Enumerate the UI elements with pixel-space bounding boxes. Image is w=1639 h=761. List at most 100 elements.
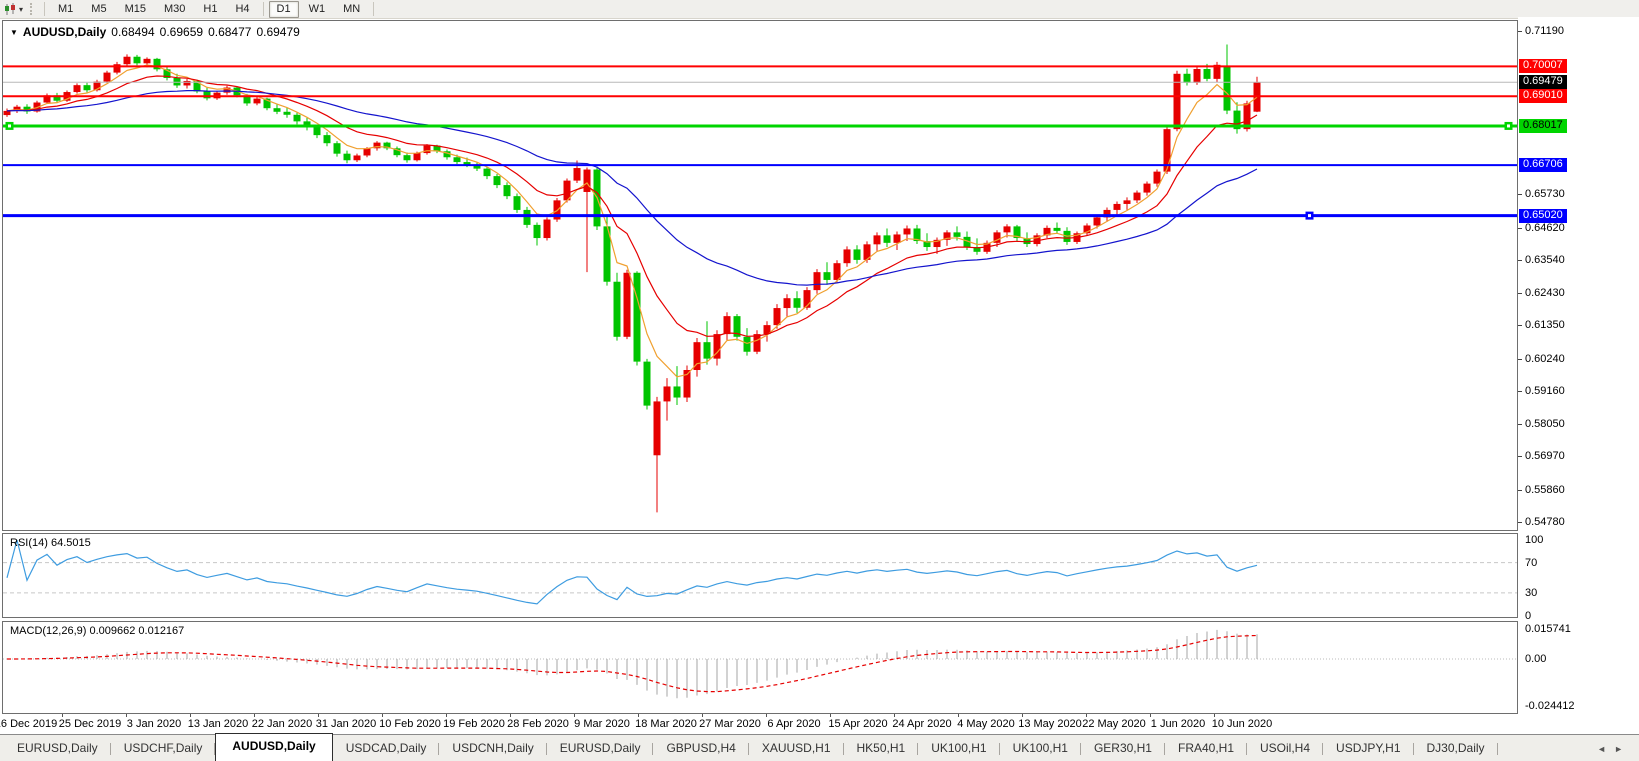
bull-candle xyxy=(903,228,911,235)
chart-tab-hk50-h1[interactable]: HK50,H1 xyxy=(844,737,919,761)
chart-tab-ger30-h1[interactable]: GER30,H1 xyxy=(1081,737,1166,761)
bear-candle xyxy=(853,249,861,260)
price-tick-label: 0.63540 xyxy=(1525,253,1565,266)
rsi-label: RSI(14) 64.5015 xyxy=(10,537,91,549)
bear-candle xyxy=(1013,226,1021,239)
timeframe-button-h4[interactable]: H4 xyxy=(235,2,250,15)
bear-candle xyxy=(383,142,391,149)
chart-tab-uk100-h1[interactable]: UK100,H1 xyxy=(1000,737,1082,761)
macd-scale-label: -0.024412 xyxy=(1525,699,1575,712)
bull-candle xyxy=(1123,200,1131,204)
timeframe-button-d1[interactable]: D1 xyxy=(268,0,299,18)
chart-tab-uk100-h1[interactable]: UK100,H1 xyxy=(918,737,1000,761)
bull-candle xyxy=(143,58,151,64)
bull-candle xyxy=(1213,64,1221,79)
bull-candle xyxy=(253,98,261,104)
bear-candle xyxy=(963,236,971,248)
bull-candle xyxy=(1193,68,1201,83)
timeframe-button-m1[interactable]: M1 xyxy=(58,2,74,15)
candlestick-chart[interactable] xyxy=(3,21,1517,530)
bear-candle xyxy=(203,91,211,99)
bear-candle xyxy=(503,185,511,197)
bull-candle xyxy=(1093,217,1101,226)
chart-tab-dj30-daily[interactable]: DJ30,Daily xyxy=(1414,737,1498,761)
scroll-left-icon[interactable]: ◄ xyxy=(1597,744,1615,754)
macd-indicator-pane[interactable]: MACD(12,26,9) 0.009662 0.012167 xyxy=(2,621,1518,714)
bear-candle xyxy=(733,316,741,337)
bull-candle xyxy=(783,298,791,309)
chart-tab-xauusd-h1[interactable]: XAUUSD,H1 xyxy=(749,737,844,761)
bear-candle xyxy=(533,224,541,239)
bull-candle xyxy=(933,239,941,248)
date-tick-mark xyxy=(638,714,639,717)
chart-tab-audusd-daily[interactable]: AUDUSD,Daily xyxy=(215,733,333,761)
bear-candle xyxy=(923,241,931,248)
chart-tab-usdjpy-h1[interactable]: USDJPY,H1 xyxy=(1323,737,1415,761)
macd-scale-label: 0.015741 xyxy=(1525,622,1571,635)
bull-candle xyxy=(423,145,431,154)
chart-tab-fra40-h1[interactable]: FRA40,H1 xyxy=(1165,737,1248,761)
timeframe-button-m30[interactable]: M30 xyxy=(163,2,186,15)
chart-tab-usdchf-daily[interactable]: USDCHF,Daily xyxy=(111,737,216,761)
time-scale[interactable]: 16 Dec 2019 25 Dec 2019 3 Jan 2020 13 Jan 2… xyxy=(0,714,1518,734)
bull-candle xyxy=(373,142,381,149)
bull-candle xyxy=(713,334,721,359)
candlestick-glyph xyxy=(5,2,15,15)
timeframe-button-m5[interactable]: M5 xyxy=(91,2,107,15)
symbol-period-label: AUDUSD,Daily xyxy=(22,25,107,39)
ohlc-close: 0.69479 xyxy=(256,25,300,39)
rsi-chart[interactable] xyxy=(3,534,1517,617)
price-tick-mark xyxy=(1518,194,1522,196)
bull-candle xyxy=(413,153,421,161)
collapse-triangle-icon[interactable]: ▼ xyxy=(10,27,18,37)
chart-type-icon[interactable]: ▾ xyxy=(0,1,27,17)
bear-candle xyxy=(523,209,531,225)
bear-candle xyxy=(673,386,681,398)
date-tick-mark xyxy=(254,714,255,717)
bull-candle xyxy=(1083,225,1091,234)
timeframe-button-h1[interactable]: H1 xyxy=(203,2,218,15)
chart-tab-usdcnh-daily[interactable]: USDCNH,Daily xyxy=(439,737,548,761)
macd-chart[interactable] xyxy=(3,622,1517,713)
bull-candle xyxy=(1113,203,1121,210)
chart-tab-eurusd-daily[interactable]: EURUSD,Daily xyxy=(547,737,654,761)
price-scale[interactable]: 0.71190 0.65730 0.64620 0.63540 0.62430 0.613… xyxy=(1518,17,1639,733)
rsi-scale-label: 30 xyxy=(1525,586,1538,599)
rsi-scale-label: 100 xyxy=(1525,534,1544,546)
timeframe-button-m15[interactable]: M15 xyxy=(124,2,146,15)
rsi-scale-label: 0 xyxy=(1525,609,1532,622)
bear-candle xyxy=(603,226,611,282)
tabs-scroll-arrows[interactable]: ◄► xyxy=(1597,744,1631,754)
macd-scale-label: 0.00 xyxy=(1525,653,1547,665)
rsi-line xyxy=(6,539,1258,605)
bear-candle xyxy=(443,151,451,158)
price-tick-label: 0.56970 xyxy=(1525,450,1565,463)
date-label: 1 Jun 2020 xyxy=(1150,718,1206,730)
price-tick-label: 0.55860 xyxy=(1525,483,1565,496)
chart-tab-usoil-h4[interactable]: USOil,H4 xyxy=(1247,737,1324,761)
main-chart-pane[interactable]: ▼ AUDUSD,Daily 0.68494 0.69659 0.68477 0… xyxy=(2,20,1518,531)
bear-candle xyxy=(273,108,281,112)
chart-tabs-bar: ◄► EURUSD,Daily USDCHF,Daily AUDUSD,Daily U… xyxy=(0,733,1639,761)
chart-tab-usdcad-daily[interactable]: USDCAD,Daily xyxy=(333,737,440,761)
bull-candle xyxy=(353,155,361,161)
chart-tab-gbpusd-h4[interactable]: GBPUSD,H4 xyxy=(653,737,750,761)
bull-candle xyxy=(663,386,671,402)
rsi-indicator-pane[interactable]: RSI(14) 64.5015 xyxy=(2,533,1518,618)
bull-candle xyxy=(873,235,881,245)
bear-candle xyxy=(293,114,301,122)
bear-candle xyxy=(343,153,351,161)
scroll-right-icon[interactable]: ► xyxy=(1614,744,1631,754)
bear-candle xyxy=(283,111,291,115)
bear-candle xyxy=(323,135,331,144)
bull-candle xyxy=(1033,235,1041,245)
bull-candle xyxy=(183,80,191,86)
bull-candle xyxy=(943,232,951,240)
timeframe-toolbar: ▾ M1 M5 M15 M30 H1 H4 D1 W1 MN xyxy=(0,0,1639,19)
chart-tab-eurusd-daily[interactable]: EURUSD,Daily xyxy=(4,737,111,761)
bull-candle xyxy=(363,148,371,156)
timeframe-button-mn[interactable]: MN xyxy=(343,2,361,15)
timeframe-button-w1[interactable]: W1 xyxy=(308,2,326,15)
price-tick-label: 0.71190 xyxy=(1525,25,1564,37)
bull-candle xyxy=(683,370,691,398)
